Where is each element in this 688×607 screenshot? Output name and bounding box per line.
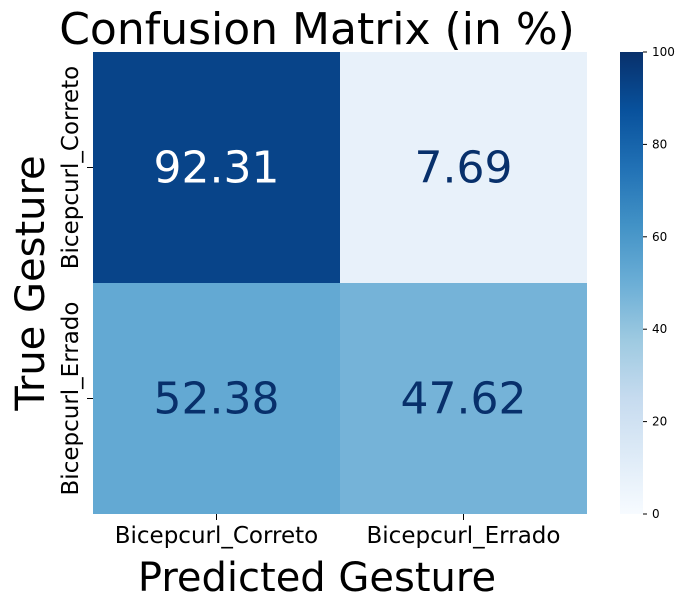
cell-value-label: 7.69: [415, 143, 513, 194]
cell-value-label: 52.38: [154, 374, 280, 425]
colorbar-tick-label: 0: [652, 507, 660, 521]
x-tick-label: Bicepcurl_Errado: [367, 523, 561, 549]
heatmap-cell: [340, 52, 587, 283]
colorbar: [620, 52, 643, 514]
cell-labels: 92.31 7.69 52.38 47.62: [154, 143, 527, 425]
colorbar-tick-label: 40: [652, 322, 667, 336]
x-axis-ticks: Bicepcurl_Correto Bicepcurl_Errado: [115, 514, 561, 549]
y-tick-label: Bicepcurl_Errado: [58, 302, 84, 496]
colorbar-tick-label: 80: [652, 137, 667, 151]
heatmap-cell: [93, 52, 340, 283]
heatmap-cell: [93, 283, 340, 514]
y-tick-label: Bicepcurl_Correto: [58, 66, 84, 270]
y-axis-label: True Gesture: [8, 155, 54, 411]
cell-value-label: 92.31: [154, 143, 280, 194]
heatmap-cell: [340, 283, 587, 514]
colorbar-tick-label: 20: [652, 415, 667, 429]
chart-title: Confusion Matrix (in %): [59, 4, 575, 55]
colorbar-tick-label: 100: [652, 45, 675, 59]
heatmap-cells: [93, 52, 587, 514]
x-tick-label: Bicepcurl_Correto: [115, 523, 319, 549]
colorbar-ticks: 0 20 40 60 80 100: [643, 45, 675, 521]
x-axis-label: Predicted Gesture: [138, 555, 496, 601]
y-axis-ticks: Bicepcurl_Correto Bicepcurl_Errado: [58, 66, 93, 496]
cell-value-label: 47.62: [401, 374, 527, 425]
colorbar-tick-label: 60: [652, 230, 667, 244]
